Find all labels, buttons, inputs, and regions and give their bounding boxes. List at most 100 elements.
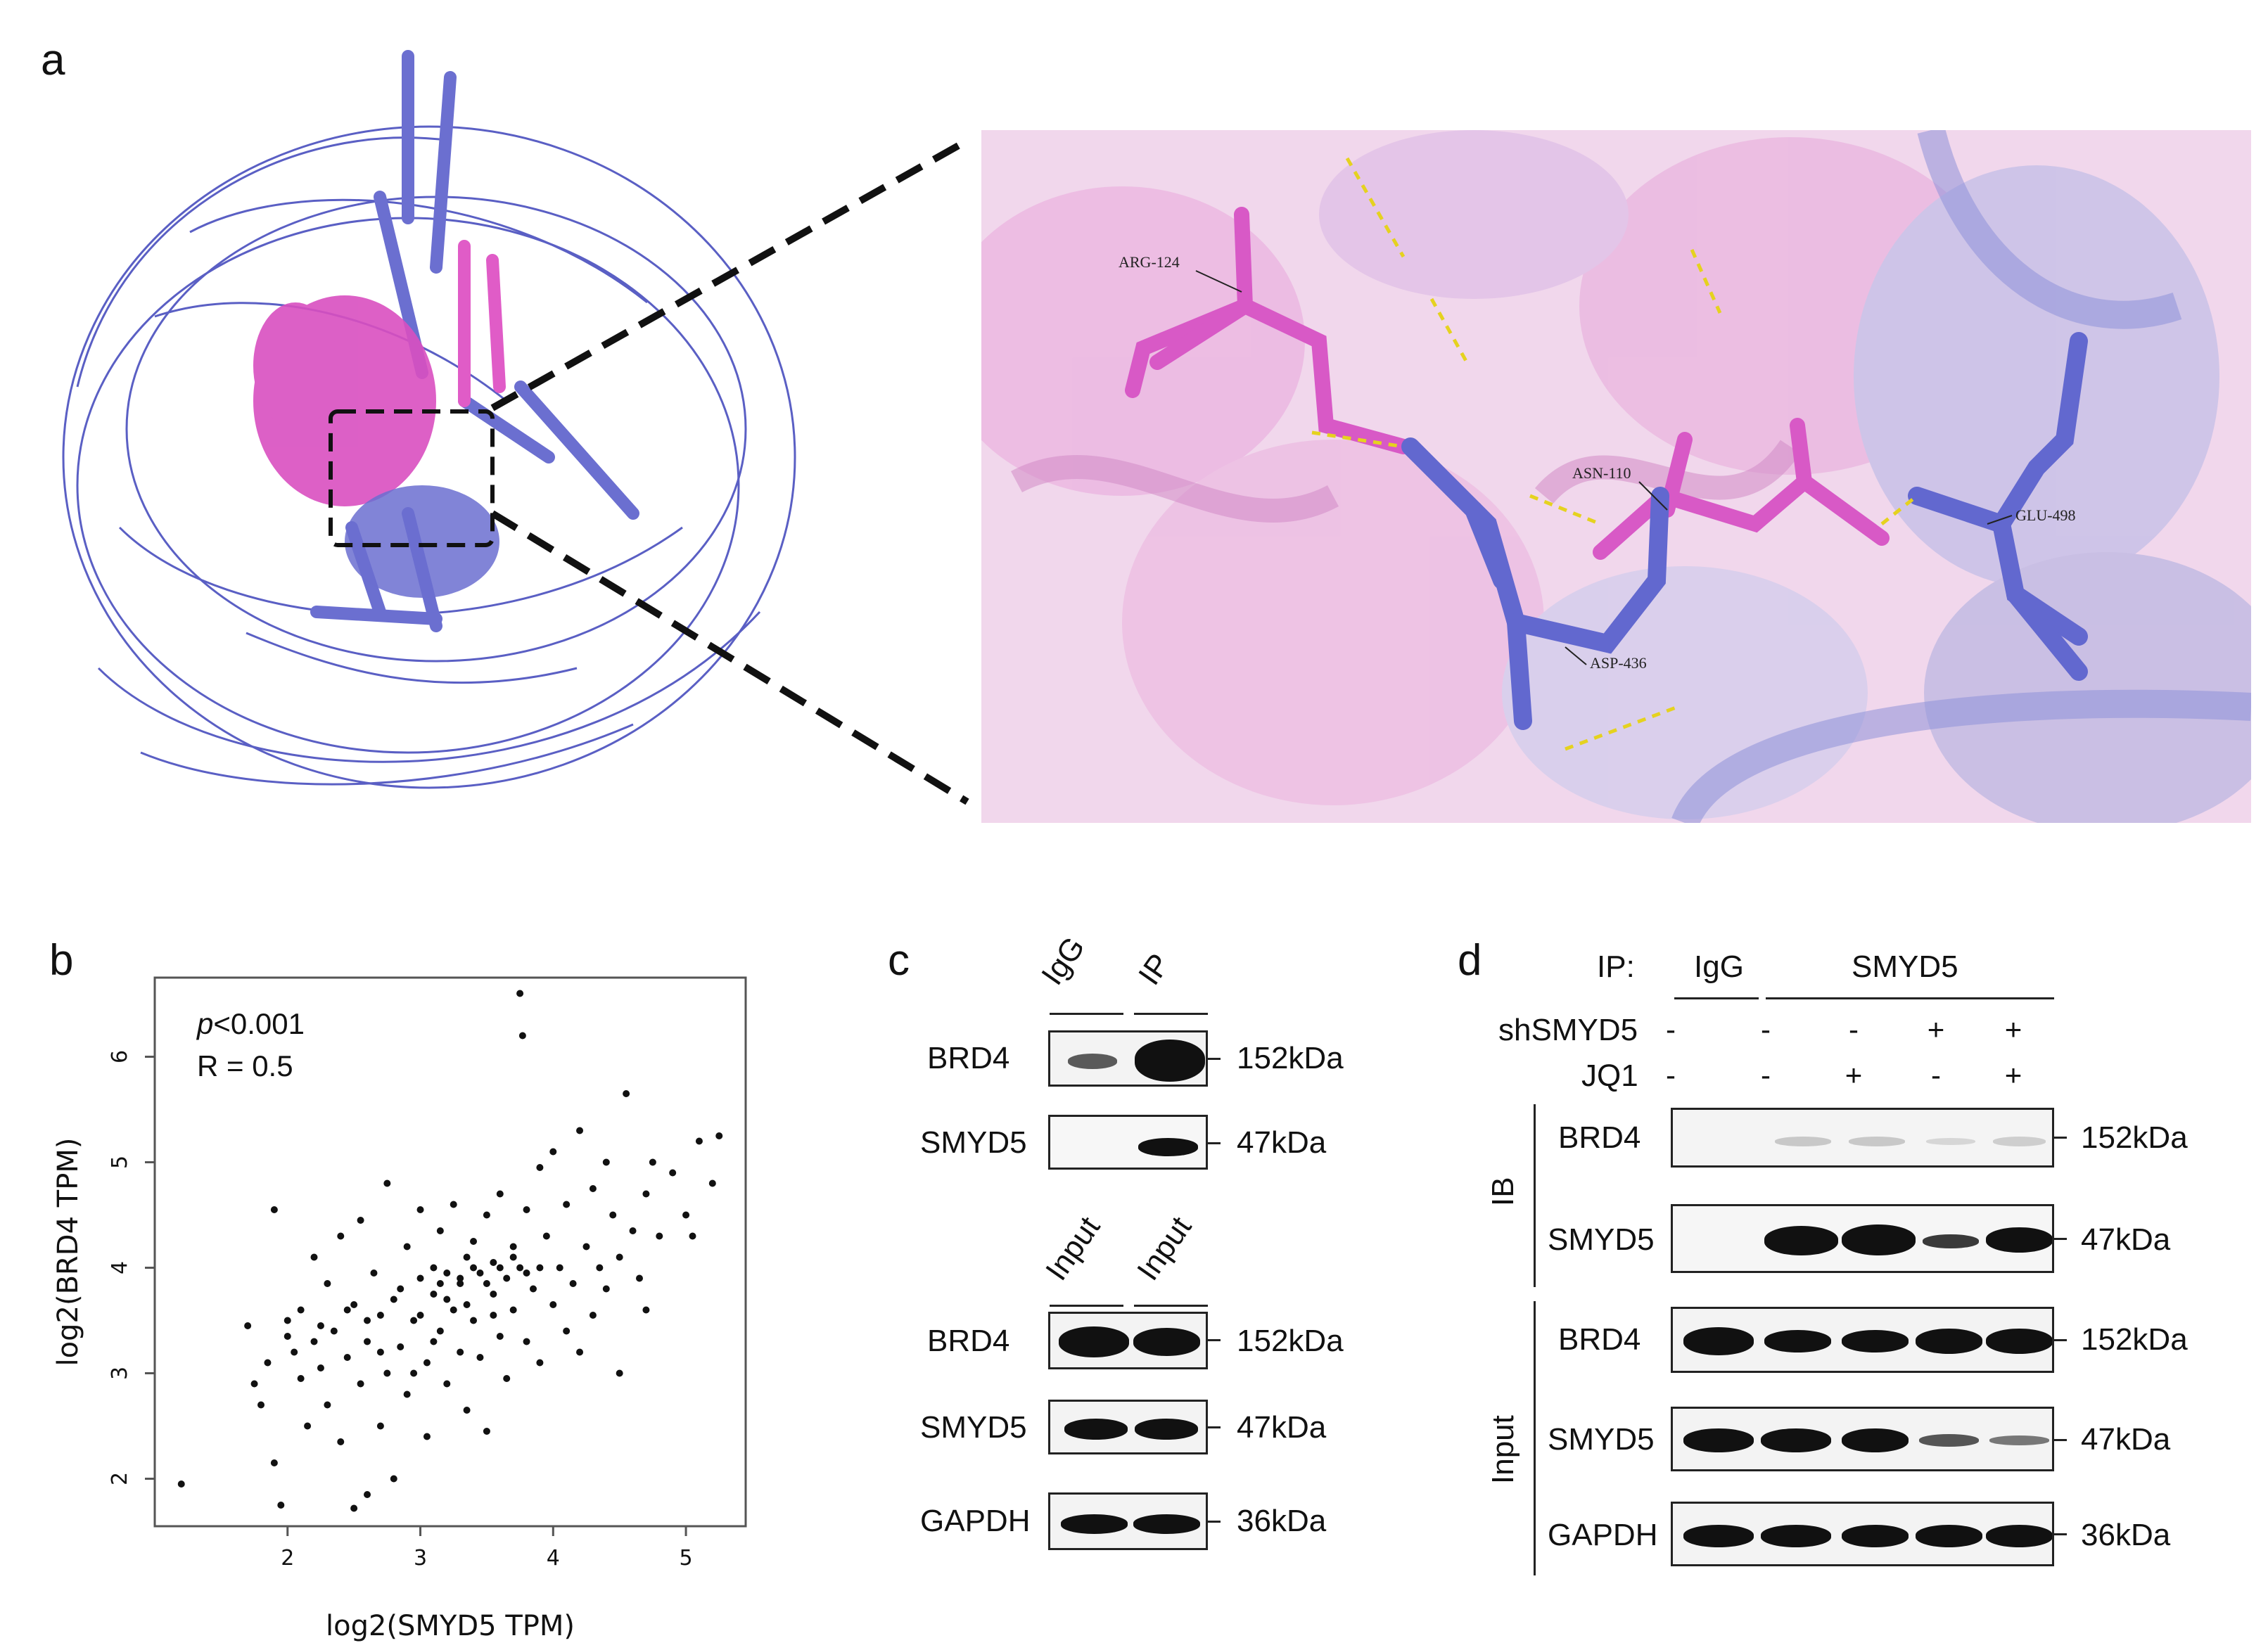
d-ib-label: IB: [1486, 1177, 1520, 1206]
scatter-point: [284, 1317, 291, 1324]
scatter-point: [277, 1502, 285, 1509]
d-kda-ib-brd4: 152kDa: [2081, 1120, 2188, 1155]
scatter-point: [695, 1137, 703, 1145]
d-kda-input-smyd5: 47kDa: [2081, 1422, 2171, 1457]
c-ip-blot-smyd5: [1048, 1115, 1208, 1170]
d-row-label-ib-brd4: BRD4: [1558, 1120, 1641, 1155]
scatter-point: [436, 1280, 444, 1287]
scatter-point: [310, 1338, 318, 1345]
c-input-blot-brd4: [1048, 1312, 1208, 1369]
scatter-point: [523, 1206, 530, 1213]
scatter-point: [376, 1312, 384, 1319]
c-ip-row-label-brd4: BRD4: [927, 1041, 1010, 1075]
residue-label-asn110: ASN-110: [1572, 464, 1631, 482]
scatter-point: [376, 1348, 384, 1356]
scatter-point: [649, 1158, 656, 1166]
scatter-point: [715, 1132, 723, 1139]
d-input-side-label: Input: [1486, 1415, 1520, 1484]
scatter-point: [416, 1312, 424, 1319]
scatter-point: [410, 1369, 418, 1377]
d-row-label-input-smyd5: SMYD5: [1548, 1422, 1655, 1457]
scatter-point: [470, 1264, 478, 1272]
d-kda-ib-smyd5: 47kDa: [2081, 1222, 2171, 1257]
c-input-blot-smyd5: [1048, 1400, 1208, 1454]
scatter-point: [376, 1422, 384, 1430]
scatter-point: [549, 1301, 557, 1308]
r-value-annotation: R = 0.5: [197, 1049, 293, 1082]
scatter-point: [397, 1343, 404, 1350]
scatter-point: [602, 1285, 610, 1293]
scatter-point: [509, 1253, 517, 1261]
scatter-point: [523, 1270, 530, 1277]
scatter-point: [483, 1211, 490, 1219]
scatter-point: [490, 1259, 497, 1266]
scatter-point: [304, 1422, 312, 1430]
scatter-point: [430, 1291, 438, 1298]
scatter-point: [516, 990, 524, 997]
scatter-point: [589, 1185, 597, 1192]
scatter-point: [390, 1475, 397, 1483]
scatter-point: [563, 1327, 571, 1335]
scatter-point: [443, 1380, 451, 1388]
scatter-point: [410, 1317, 418, 1324]
scatter-point: [483, 1428, 490, 1435]
scatter-point: [496, 1333, 504, 1340]
scatter-point: [350, 1301, 358, 1308]
scatter-point: [390, 1296, 397, 1303]
scatter-point: [689, 1232, 696, 1240]
scatter-point: [324, 1280, 331, 1287]
scatter-point: [623, 1090, 630, 1097]
scatter-point: [536, 1264, 544, 1272]
scatter-point: [642, 1306, 650, 1314]
scatter-point: [463, 1407, 471, 1414]
c-ip-blot-brd4: [1048, 1030, 1208, 1087]
scatter-point: [291, 1348, 298, 1356]
scatter-point: [317, 1322, 324, 1329]
scatter-point: [542, 1232, 550, 1240]
d-row-label-input-gapdh: GAPDH: [1548, 1518, 1658, 1552]
scatter-point: [403, 1243, 411, 1251]
residue-label-asp436: ASP-436: [1590, 654, 1647, 672]
d-row-label-input-brd4: BRD4: [1558, 1322, 1641, 1357]
residue-label-glu498: GLU-498: [2015, 506, 2076, 524]
scatter-point: [364, 1338, 371, 1345]
scatter-point: [609, 1211, 617, 1219]
scatter-point: [317, 1364, 324, 1371]
scatter-point: [270, 1459, 278, 1466]
scatter-point: [616, 1253, 623, 1261]
scatter-point: [310, 1253, 318, 1261]
scatter-point: [589, 1312, 597, 1319]
scatter-point: [324, 1401, 331, 1409]
scatter-point: [656, 1232, 663, 1240]
scatter-point: [397, 1285, 404, 1293]
scatter-point: [383, 1369, 391, 1377]
scatter-point: [463, 1253, 471, 1261]
scatter-point: [476, 1354, 484, 1361]
scatter-plot: 2 3 4 5 2 3 4 5 6 p<0.001 R = 0.5 log2(SMYD5 TP…: [52, 976, 747, 1642]
scatter-point: [297, 1306, 305, 1314]
panel-label-d: d: [1458, 936, 1482, 985]
scatter-point: [470, 1317, 478, 1324]
scatter-point: [576, 1127, 584, 1134]
scatter-point: [330, 1327, 338, 1335]
scatter-point: [383, 1179, 391, 1187]
scatter-point: [516, 1264, 524, 1272]
scatter-point: [337, 1438, 345, 1445]
d-igg-label: IgG: [1694, 949, 1744, 984]
scatter-point: [509, 1243, 517, 1251]
scatter-point: [563, 1201, 571, 1208]
scatter-point: [476, 1270, 484, 1277]
c-input-row-label-smyd5: SMYD5: [920, 1410, 1027, 1445]
scatter-point: [403, 1390, 411, 1398]
d-blot-input-smyd5: [1671, 1407, 2054, 1471]
d-ip-label: IP:: [1597, 949, 1635, 984]
scatter-point: [370, 1270, 378, 1277]
scatter-point: [423, 1433, 431, 1440]
scatter-point: [470, 1238, 478, 1245]
y-tick-label: 5: [108, 1156, 132, 1169]
y-tick-label: 4: [108, 1261, 132, 1274]
scatter-point: [569, 1280, 577, 1287]
scatter-point: [457, 1280, 464, 1287]
d-blot-input-gapdh: [1671, 1502, 2054, 1566]
